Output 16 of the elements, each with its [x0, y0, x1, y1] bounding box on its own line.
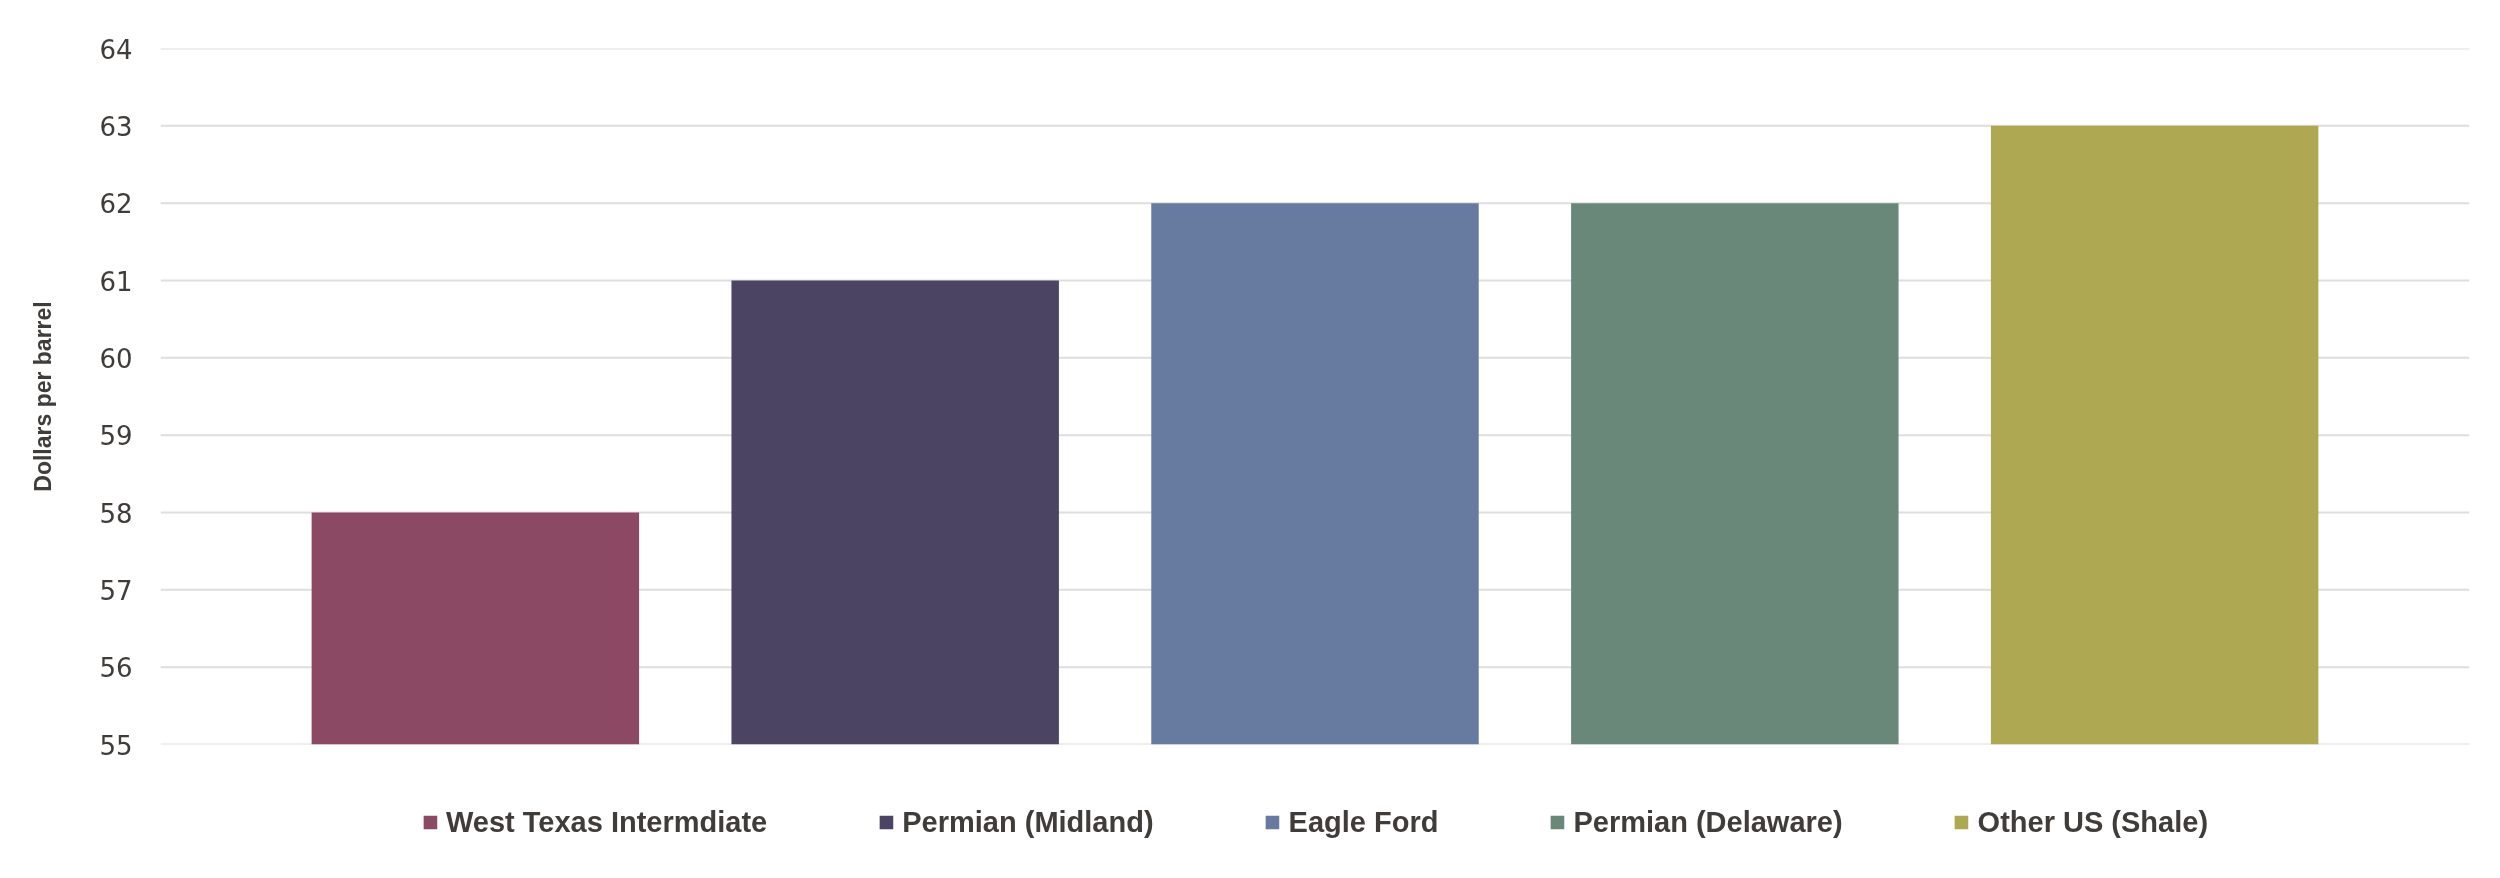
y-tick-label: 61 [99, 266, 133, 297]
y-axis-title: Dollars per barrel [30, 301, 57, 492]
legend-label: Permian (Midland) [902, 805, 1154, 839]
y-tick-label: 59 [99, 421, 133, 452]
y-tick-label: 56 [99, 653, 133, 684]
y-tick-label: 60 [99, 343, 133, 374]
y-tick-label: 58 [99, 498, 133, 529]
y-tick-label: 62 [99, 189, 133, 220]
y-tick-label: 57 [99, 575, 133, 606]
y-tick-label: 63 [99, 111, 133, 142]
y-tick-label: 64 [99, 34, 133, 65]
legend-label: West Texas Intermdiate [445, 805, 768, 839]
legend-label: Permian (Delaware) [1573, 805, 1843, 839]
y-tick-label: 55 [99, 730, 133, 761]
legend-label: Other US (Shale) [1977, 805, 2209, 839]
legend-label: Eagle Ford [1288, 805, 1439, 839]
